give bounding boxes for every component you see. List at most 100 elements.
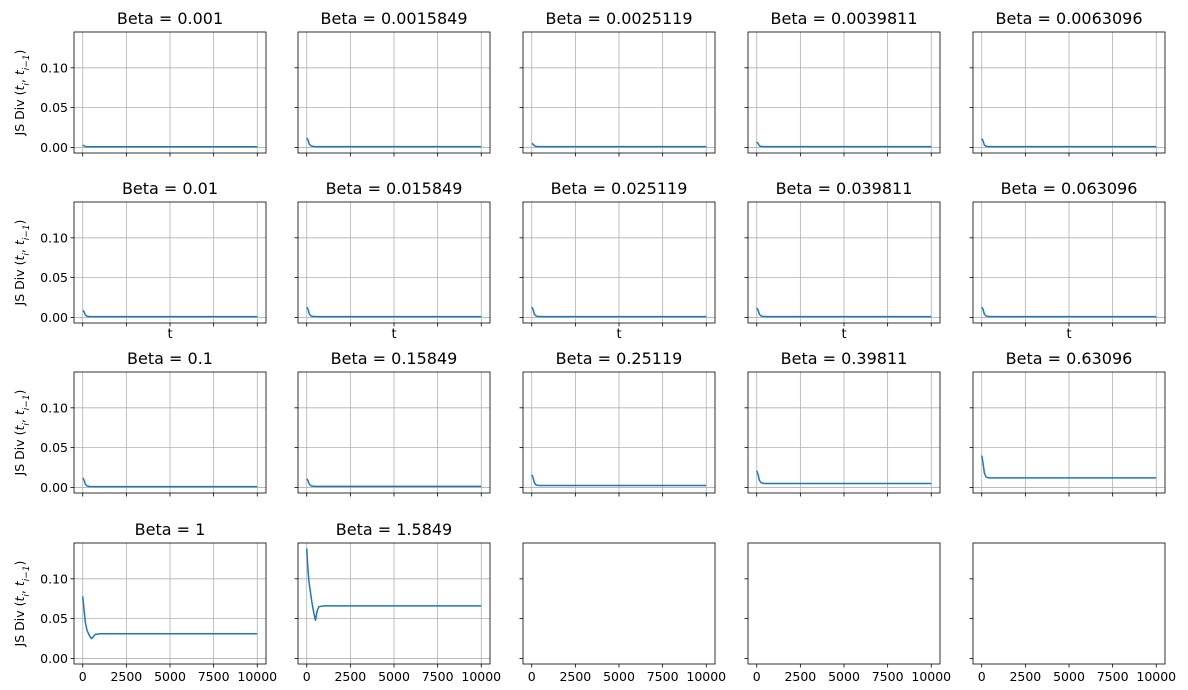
subplot: 0 2500 5000 7500 10000 — [969, 542, 1176, 684]
subplot: Beta = 0.0025119 — [519, 9, 716, 157]
y-axis-label-part: i — [22, 594, 32, 597]
subplot: Beta = 0.015849 t — [294, 179, 491, 342]
y-axis-label: JS Div (ti, ti−1) — [12, 561, 32, 648]
y-axis-label-part: JS Div ( — [12, 602, 27, 648]
x-tick-label: 0 — [79, 669, 87, 684]
x-tick-label: 7500 — [198, 669, 230, 684]
y-axis-label-part: , — [12, 586, 27, 594]
subplot-title: Beta = 0.01 — [122, 179, 218, 198]
x-tick-label: 5000 — [603, 669, 635, 684]
y-axis-label-part: i — [22, 83, 32, 86]
y-axis-label-part: JS Div ( — [12, 91, 27, 137]
y-tick-label: 0.00 — [40, 140, 68, 155]
y-tick-label: 0.00 — [40, 480, 68, 495]
y-tick-label: 0.05 — [40, 611, 68, 626]
series-line — [82, 309, 258, 318]
x-axis-label: t — [167, 327, 172, 342]
subplot: Beta = 1.5849 0 2500 5000 7500 10000 — [294, 520, 501, 684]
y-axis-label-part: ) — [12, 561, 27, 566]
subplot-title: Beta = 0.0063096 — [996, 9, 1143, 28]
subplot: Beta = 0.063096 t — [969, 179, 1166, 342]
y-axis-label-part: i — [22, 253, 32, 256]
subplot-title: Beta = 0.39811 — [781, 349, 908, 368]
y-axis-label-part: t — [12, 69, 27, 75]
series-line — [306, 306, 482, 318]
x-tick-label: 5000 — [154, 669, 186, 684]
y-axis-label-part: t — [12, 85, 27, 91]
subplot-title: Beta = 0.015849 — [326, 179, 463, 198]
series-line — [305, 548, 482, 621]
y-tick-label: 0.05 — [40, 270, 68, 285]
x-tick-label: 2500 — [110, 669, 142, 684]
x-tick-label: 7500 — [422, 669, 454, 684]
y-tick-label: 0.10 — [40, 571, 68, 586]
subplot-title: Beta = 0.001 — [117, 9, 223, 28]
series-line — [756, 141, 932, 148]
y-tick-label: 0.05 — [40, 440, 68, 455]
x-tick-label: 10000 — [686, 669, 726, 684]
y-axis-label-part: ) — [12, 50, 27, 55]
x-tick-label: 2500 — [784, 669, 816, 684]
x-tick-label: 0 — [528, 669, 536, 684]
series-line — [81, 596, 258, 640]
subplot: Beta = 0.025119 t — [519, 179, 716, 342]
subplot: 0 2500 5000 7500 10000 — [519, 542, 726, 684]
x-tick-label: 10000 — [237, 669, 277, 684]
subplot-title: Beta = 0.0039811 — [771, 9, 918, 28]
x-axis-label: t — [616, 327, 621, 342]
y-tick-label: 0.00 — [40, 651, 68, 666]
x-tick-label: 5000 — [828, 669, 860, 684]
x-tick-label: 10000 — [911, 669, 951, 684]
subplot: Beta = 0.0039811 — [744, 9, 941, 157]
subplot-title: Beta = 0.025119 — [551, 179, 688, 198]
y-axis-label-part: t — [12, 580, 27, 586]
subplot-title: Beta = 0.039811 — [776, 179, 913, 198]
x-tick-label: 2500 — [1009, 669, 1041, 684]
series-line — [981, 306, 1157, 318]
y-axis-label-part: JS Div ( — [12, 261, 27, 307]
subplot-title: Beta = 0.0015849 — [321, 9, 468, 28]
subplot: Beta = 0.0063096 — [969, 9, 1166, 157]
series-line — [980, 455, 1157, 479]
y-axis-label-part: , — [12, 75, 27, 83]
y-axis-label-part: i−1 — [22, 224, 32, 240]
series-line — [756, 307, 932, 318]
y-axis-label-part: i−1 — [22, 565, 32, 581]
y-axis-label-part: ) — [12, 220, 27, 225]
y-axis-label-part: ) — [12, 390, 27, 395]
series-line — [981, 138, 1157, 148]
y-axis-label-part: t — [12, 596, 27, 602]
y-axis-label-part: , — [12, 245, 27, 253]
subplot: Beta = 0.39811 — [744, 349, 941, 497]
x-tick-label: 7500 — [1097, 669, 1129, 684]
x-tick-label: 0 — [978, 669, 986, 684]
x-tick-label: 10000 — [461, 669, 501, 684]
x-tick-label: 2500 — [559, 669, 591, 684]
x-axis-label: t — [391, 327, 396, 342]
subplot-title: Beta = 0.1 — [127, 349, 213, 368]
x-tick-label: 5000 — [378, 669, 410, 684]
x-tick-label: 7500 — [647, 669, 679, 684]
y-tick-label: 0.10 — [40, 230, 68, 245]
subplot: Beta = 0.0015849 — [294, 9, 491, 157]
y-axis-label-part: , — [12, 415, 27, 423]
subplot-title: Beta = 0.25119 — [556, 349, 683, 368]
subplot-title: Beta = 0.63096 — [1006, 349, 1133, 368]
subplot-title: Beta = 1 — [135, 520, 206, 539]
y-tick-label: 0.00 — [40, 310, 68, 325]
subplot-title: Beta = 1.5849 — [336, 520, 452, 539]
x-axis-label: t — [1066, 327, 1071, 342]
y-tick-label: 0.10 — [40, 400, 68, 415]
y-axis-label-part: t — [12, 255, 27, 261]
series-line — [531, 306, 707, 318]
x-tick-label: 0 — [303, 669, 311, 684]
y-axis-label: JS Div (ti, ti−1) — [12, 220, 32, 307]
x-tick-label: 2500 — [334, 669, 366, 684]
series-line — [306, 478, 482, 488]
y-axis-label: JS Div (ti, ti−1) — [12, 390, 32, 477]
y-tick-label: 0.10 — [40, 60, 68, 75]
series-line — [82, 144, 258, 148]
